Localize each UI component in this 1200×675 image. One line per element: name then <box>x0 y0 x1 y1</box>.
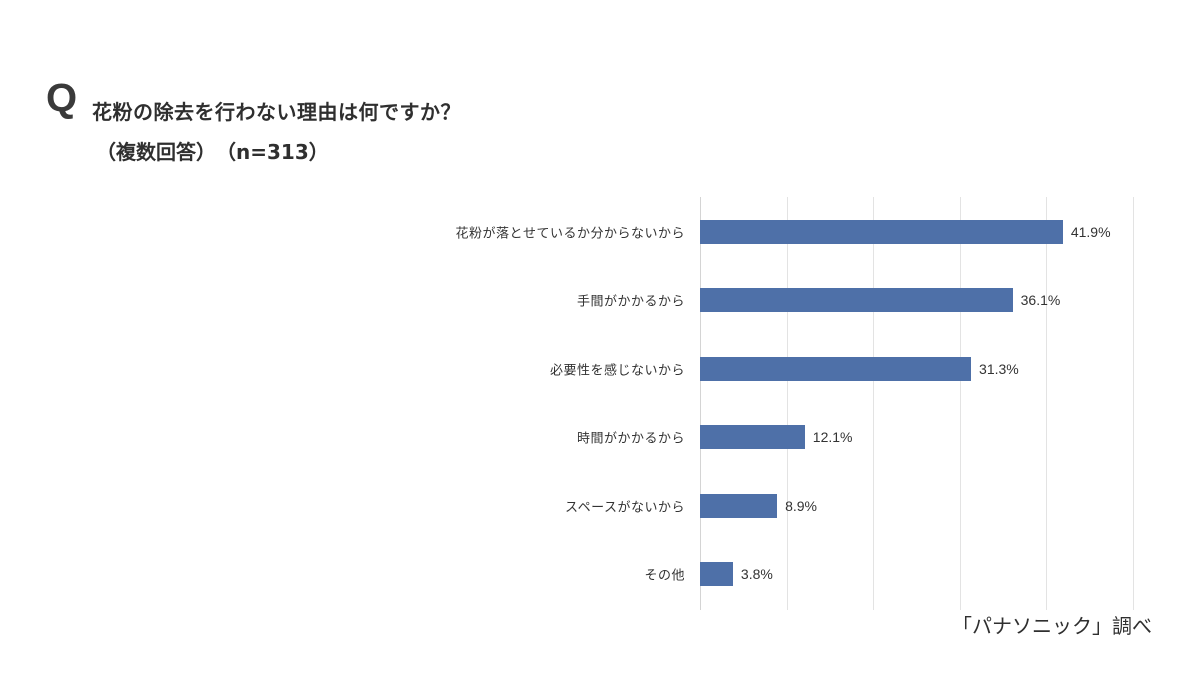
category-label: 手間がかかるから <box>576 294 685 310</box>
q-mark: Q <box>46 76 78 120</box>
source-note: 「パナソニック」調べ <box>952 614 1152 638</box>
bar <box>700 220 1063 244</box>
gridline <box>959 197 961 610</box>
chart-subtitle: （複数回答） （n=313） <box>96 140 329 164</box>
category-label: 時間がかかるから <box>576 431 685 447</box>
bar <box>700 562 733 586</box>
value-label: 31.3% <box>979 361 1019 377</box>
value-label: 8.9% <box>785 498 817 514</box>
gridline <box>786 197 788 610</box>
category-axis-line <box>700 197 701 610</box>
category-label: その他 <box>644 568 685 584</box>
value-label: 41.9% <box>1070 224 1111 240</box>
gridline <box>1133 197 1134 610</box>
chart-title: 花粉の除去を行わない理由は何ですか？ <box>92 100 461 124</box>
gridline <box>1046 197 1048 610</box>
category-label: 必要性を感じないから <box>549 363 685 379</box>
value-label: 12.1% <box>812 429 853 445</box>
bar <box>700 288 1013 312</box>
gridline <box>873 197 875 610</box>
bar <box>700 357 972 381</box>
category-label: スペースがないから <box>565 500 685 516</box>
bar <box>700 425 805 449</box>
bar <box>700 494 778 518</box>
value-label: 3.8% <box>740 566 773 582</box>
value-label: 36.1% <box>1020 292 1061 308</box>
category-label: 花粉が落とせているか分からないから <box>455 226 685 242</box>
